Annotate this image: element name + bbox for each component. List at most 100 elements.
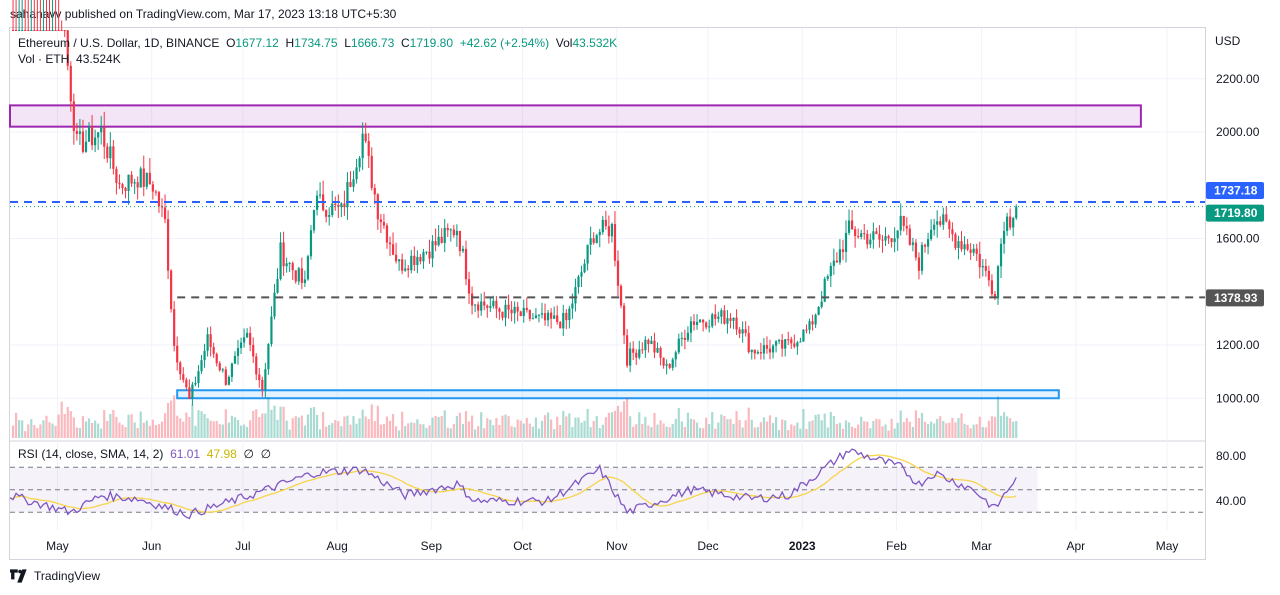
- volume-bar: [507, 416, 510, 438]
- candle-body: [619, 285, 623, 306]
- candle-body: [60, 30, 63, 31]
- volume-bar: [923, 421, 927, 438]
- candle-body: [258, 374, 261, 381]
- volume-bar: [811, 420, 814, 438]
- volume-bar: [492, 425, 495, 438]
- candle-body: [677, 338, 680, 353]
- volume-bar: [808, 421, 811, 438]
- volume-bar: [285, 420, 288, 438]
- volume-bar: [21, 420, 24, 438]
- candle-body: [221, 369, 224, 371]
- volume-bar: [778, 430, 781, 438]
- candle-body: [826, 276, 829, 279]
- volume-bar: [63, 414, 66, 438]
- candle-body: [246, 332, 249, 338]
- volume-bar: [361, 409, 364, 438]
- candle-body: [981, 266, 984, 268]
- volume-bar: [978, 416, 981, 438]
- volume-bar: [1006, 416, 1009, 438]
- volume-bar: [714, 428, 717, 438]
- volume-bar: [90, 422, 94, 438]
- volume-bar: [835, 424, 838, 438]
- candle-body: [413, 255, 416, 266]
- candle-body: [741, 329, 744, 334]
- volume-bar: [902, 422, 905, 438]
- volume-bar: [926, 424, 930, 438]
- candle-body: [723, 310, 726, 324]
- volume-bar: [671, 424, 674, 438]
- candle-body: [27, 30, 30, 31]
- candle-body: [975, 248, 978, 254]
- candle-body: [559, 322, 562, 329]
- volume-bar: [893, 428, 896, 438]
- volume-bar: [434, 415, 437, 438]
- candle-body: [987, 270, 990, 281]
- volume-bar: [720, 414, 723, 438]
- candle-body: [850, 220, 854, 230]
- candle-body: [568, 308, 571, 321]
- candle-body: [69, 65, 72, 102]
- candle-body: [340, 203, 343, 208]
- volume-bar: [291, 418, 294, 438]
- candle-body: [841, 249, 845, 252]
- volume-bar: [510, 426, 513, 438]
- candle-body: [510, 309, 513, 314]
- candle-body: [844, 232, 848, 252]
- candle-body: [616, 260, 620, 286]
- candle-body: [908, 228, 911, 245]
- volume-bar: [793, 425, 796, 438]
- volume-bar: [887, 430, 890, 438]
- volume-bar: [239, 425, 243, 438]
- volume-bar: [930, 421, 933, 438]
- volume-bar: [984, 427, 987, 438]
- candle-body: [133, 182, 136, 184]
- volume-bar: [954, 422, 957, 438]
- volume-bar: [574, 417, 577, 438]
- candle-body: [863, 233, 866, 235]
- candle-body: [127, 174, 130, 191]
- volume-bar: [653, 412, 656, 438]
- candle-body: [261, 380, 264, 390]
- candle-body: [39, 30, 42, 31]
- candle-body: [884, 236, 887, 241]
- candle-body: [890, 238, 893, 243]
- candle-body: [857, 236, 860, 238]
- volume-bar: [504, 414, 507, 438]
- volume-bar: [708, 424, 711, 438]
- price-badge: [1206, 181, 1264, 199]
- volume-bar: [306, 414, 310, 438]
- candle-body: [398, 259, 401, 262]
- candle-body: [495, 300, 498, 309]
- volume-bar: [391, 414, 395, 438]
- volume-bar: [318, 429, 322, 438]
- volume-bar: [847, 422, 851, 438]
- volume-bar: [1015, 421, 1018, 438]
- candle-body: [926, 239, 930, 247]
- volume-bar: [489, 419, 492, 438]
- price-tick-label: 2000.00: [1216, 125, 1260, 139]
- volume-bar: [194, 425, 197, 438]
- footer[interactable]: TradingView: [10, 569, 100, 583]
- volume-bar: [385, 416, 389, 438]
- candle-body: [577, 276, 580, 288]
- candle-body: [446, 227, 449, 231]
- volume-bar: [878, 419, 881, 438]
- low-label: L: [344, 36, 351, 50]
- candle-body: [57, 30, 60, 31]
- candle-body: [528, 310, 531, 319]
- volume-bar: [884, 424, 887, 438]
- candle-body: [182, 374, 185, 380]
- candle-body: [1012, 217, 1015, 228]
- volume-bar: [224, 409, 227, 438]
- candle-body: [477, 304, 480, 311]
- candle-body: [33, 30, 36, 31]
- volume-bar: [163, 413, 167, 438]
- candle-body: [42, 30, 45, 31]
- time-tick-label: Mar: [971, 539, 992, 553]
- price-badge: [1206, 204, 1264, 222]
- volume-bar: [352, 415, 355, 438]
- candle-body: [90, 126, 94, 146]
- candle-body: [875, 231, 878, 235]
- volume-bar: [267, 396, 270, 438]
